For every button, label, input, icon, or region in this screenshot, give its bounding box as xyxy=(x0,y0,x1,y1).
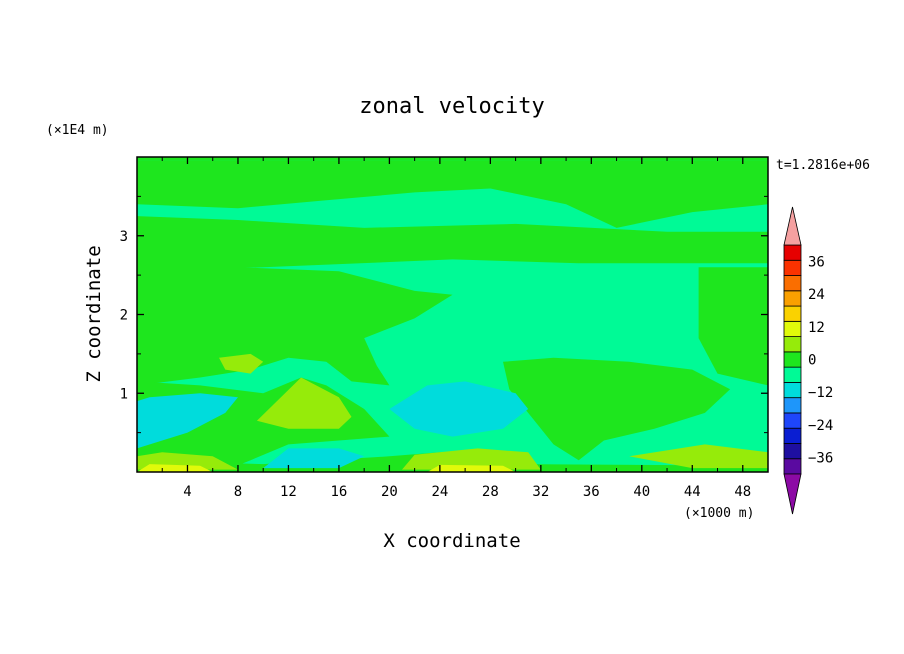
colorbar-swatch xyxy=(783,305,802,322)
colorbar-tick-label: 0 xyxy=(808,353,816,369)
y-tick-label: 3 xyxy=(120,229,128,245)
contour-region-8 xyxy=(503,357,731,461)
colorbar-under-arrow xyxy=(783,473,802,515)
contour-region-10 xyxy=(389,381,529,437)
colorbar-swatch xyxy=(783,397,802,414)
x-tick-label: 8 xyxy=(234,484,242,500)
contour-region-18 xyxy=(427,464,516,472)
colorbar-tick-label: 36 xyxy=(808,254,825,270)
colorbar-swatch xyxy=(783,351,802,368)
colorbar-swatch xyxy=(783,320,802,338)
colorbar: −36 −24 −12 0 12 24 36 xyxy=(783,206,833,515)
time-label: t=1.2816e+06 xyxy=(776,158,870,173)
x-tick-label: 32 xyxy=(532,484,549,500)
colorbar-swatch xyxy=(783,443,802,460)
contour-region-17 xyxy=(137,464,213,472)
contour-region-13 xyxy=(219,353,264,374)
y-unit-label: (×1E4 m) xyxy=(46,123,109,138)
contour-region-3 xyxy=(137,157,768,161)
x-unit-label: (×1000 m) xyxy=(684,506,754,521)
y-axis-ticks: 1 2 3 xyxy=(120,195,768,434)
colorbar-tick-label: −36 xyxy=(808,451,833,467)
contour-region-15 xyxy=(402,448,541,470)
x-tick-label: 28 xyxy=(482,484,499,500)
contour-region-16 xyxy=(629,444,768,469)
x-tick-label: 48 xyxy=(734,484,751,500)
contour-region-1 xyxy=(137,216,768,272)
contour-region-12 xyxy=(256,377,352,429)
contour-region-11 xyxy=(263,448,365,469)
colorbar-tick-label: 12 xyxy=(808,320,825,336)
contour-region-9 xyxy=(137,393,238,449)
colorbar-tick-label: −12 xyxy=(808,385,833,401)
x-tick-label: 20 xyxy=(381,484,398,500)
y-axis-label: Z coordinate xyxy=(83,245,105,382)
colorbar-swatch xyxy=(783,290,802,307)
colorbar-swatch xyxy=(783,244,802,261)
chart-title: zonal velocity xyxy=(359,94,544,119)
x-tick-label: 16 xyxy=(330,484,347,500)
x-tick-label: 4 xyxy=(183,484,191,500)
x-tick-label: 24 xyxy=(431,484,448,500)
contour-region-4 xyxy=(137,267,453,386)
colorbar-over-arrow xyxy=(783,206,802,246)
colorbar-swatch xyxy=(783,259,802,276)
colorbar-swatch xyxy=(783,412,802,429)
colorbar-tick-label: 24 xyxy=(808,287,825,303)
contour-region-5 xyxy=(698,267,768,386)
colorbar-tick-label: −24 xyxy=(808,418,833,434)
y-tick-label: 2 xyxy=(120,308,128,324)
x-tick-label: 36 xyxy=(583,484,600,500)
contour-field xyxy=(137,157,768,472)
x-tick-label: 44 xyxy=(684,484,701,500)
y-tick-label: 1 xyxy=(120,386,128,402)
colorbar-swatch xyxy=(783,336,802,353)
colorbar-swatch xyxy=(783,427,802,444)
colorbar-swatch xyxy=(783,366,802,383)
x-axis-label: X coordinate xyxy=(383,530,520,552)
x-tick-label: 40 xyxy=(633,484,650,500)
colorbar-swatch xyxy=(783,381,802,399)
colorbar-swatch xyxy=(783,458,802,475)
colorbar-swatch xyxy=(783,275,802,292)
x-tick-label: 12 xyxy=(280,484,297,500)
contour-region-2 xyxy=(137,160,768,228)
x-axis-ticks: 4 8 12 16 20 24 28 32 36 40 44 48 xyxy=(161,157,751,500)
